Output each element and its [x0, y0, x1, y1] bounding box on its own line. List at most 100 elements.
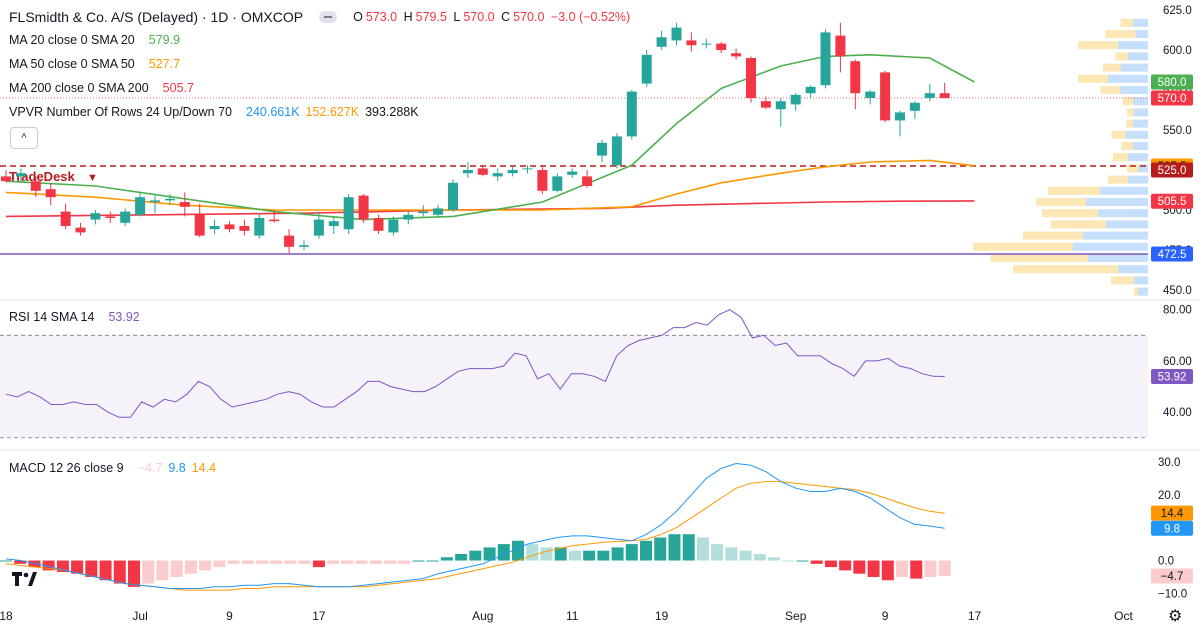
time-tick-label: Aug	[472, 609, 493, 623]
symbol-title[interactable]: FLSmidth & Co. A/S (Delayed) · 1D · OMXC…	[9, 9, 304, 25]
candle-body	[939, 93, 950, 98]
candle-body	[597, 142, 607, 156]
macd-hist-bar	[113, 560, 126, 584]
macd-hist-bar	[768, 557, 781, 561]
macd-value-label: 9.8	[1164, 523, 1180, 535]
candle-body	[507, 170, 518, 174]
macd-hist-bar	[796, 560, 809, 562]
vpvr-down-bar	[1051, 220, 1106, 229]
macd-hist-bar	[142, 560, 155, 584]
candle-body	[313, 219, 324, 236]
macd-hist-bar	[56, 560, 69, 573]
vpvr-down-bar	[1127, 164, 1138, 173]
time-tick-label: 17	[312, 609, 326, 623]
vpvr-up-bar	[1083, 231, 1148, 240]
candle-body	[462, 170, 473, 174]
candle-body	[254, 218, 265, 236]
time-tick-label: Sep	[785, 609, 807, 623]
vpvr-down-bar	[1121, 142, 1133, 150]
macd-hist-bar	[42, 560, 55, 571]
candle-body	[835, 35, 846, 57]
candle-body	[105, 216, 116, 218]
ma200-legend[interactable]: MA 200 close 0 SMA 200 505.7	[9, 81, 194, 95]
vpvr-down-bar	[1113, 153, 1128, 162]
macd-hist-bar	[497, 544, 510, 561]
tradingview-logo-icon[interactable]	[11, 570, 41, 590]
candle-body	[60, 211, 71, 226]
candle-body	[239, 226, 250, 231]
vpvr-down-bar	[1078, 74, 1108, 83]
macd-hist-bar	[483, 547, 496, 561]
time-tick-label: Jul	[132, 609, 147, 623]
macd-hist-bar	[71, 560, 84, 574]
vpvr-up-bar	[1100, 186, 1148, 195]
vpvr-up-bar	[1098, 209, 1148, 218]
vpvr-down-bar	[1100, 86, 1121, 94]
macd-hist-bar	[540, 547, 553, 561]
vpvr-up-bar	[1128, 175, 1148, 184]
candle-body	[760, 101, 771, 108]
macd-hist-bar	[739, 550, 752, 561]
candle-body	[150, 200, 160, 202]
candle-body	[299, 245, 309, 247]
macd-legend[interactable]: MACD 12 26 close 9 −4.7 9.8 14.4	[9, 461, 217, 475]
rsi-tick-label: 40.00	[1163, 407, 1192, 419]
ma50-legend[interactable]: MA 50 close 0 SMA 50 527.7	[9, 57, 181, 71]
vpvr-up-bar	[1106, 220, 1148, 229]
macd-hist-bar	[711, 544, 724, 561]
time-tick-label: 11	[566, 609, 579, 623]
macd-value-tag	[1151, 505, 1193, 521]
candle-body	[909, 102, 920, 111]
candle-body	[477, 168, 488, 175]
chart-header: FLSmidth & Co. A/S (Delayed) · 1D · OMXC…	[9, 9, 633, 25]
vpvr-up-bar	[1133, 18, 1148, 27]
vpvr-up-bar	[1138, 287, 1148, 296]
price-tag-label: 472.5	[1158, 249, 1187, 261]
macd-hist-bar	[426, 560, 439, 562]
collapse-legend-button[interactable]: ^	[10, 127, 38, 149]
vpvr-down-bar	[1023, 231, 1083, 240]
rsi-value-label: 53.92	[1158, 371, 1187, 383]
macd-tick-label: 30.0	[1158, 457, 1180, 469]
vpvr-down-bar	[1105, 30, 1136, 38]
ma20-legend[interactable]: MA 20 close 0 SMA 20 579.9	[9, 33, 181, 47]
candle-body	[75, 227, 86, 233]
vpvr-down-bar	[1108, 175, 1128, 184]
macd-hist-bar	[853, 560, 866, 574]
macd-value-tag	[1151, 568, 1193, 584]
candle-body	[656, 37, 667, 47]
gear-icon[interactable]: ⚙	[1168, 608, 1183, 625]
candle-body	[686, 40, 697, 46]
visibility-eye-icon[interactable]	[319, 11, 338, 23]
vpvr-up-bar	[1088, 254, 1148, 262]
vpvr-up-bar	[1086, 198, 1148, 206]
macd-value-tag	[1151, 520, 1193, 536]
candle-body	[224, 224, 235, 230]
macd-tick-label: 0.0	[1158, 556, 1174, 568]
rsi-tick-label: 60.00	[1163, 356, 1192, 368]
candle-body	[850, 61, 861, 94]
candle-body	[492, 173, 503, 177]
macd-value-label: −4.7	[1161, 571, 1184, 583]
macd-hist-bar	[597, 550, 610, 561]
candle-body	[90, 213, 101, 220]
vpvr-legend[interactable]: VPVR Number Of Rows 24 Up/Down 70 240.66…	[9, 105, 419, 119]
price-tag	[1151, 193, 1193, 209]
candle-body	[30, 181, 41, 191]
vpvr-up-bar	[1138, 164, 1148, 173]
macd-hist-bar	[327, 560, 340, 564]
macd-hist-bar	[455, 553, 468, 561]
vpvr-down-bar	[1115, 52, 1128, 61]
vpvr-down-bar	[1123, 97, 1133, 106]
rsi-band	[0, 335, 1148, 438]
macd-hist-bar	[512, 540, 525, 561]
vpvr-up-bar	[1135, 30, 1148, 38]
macd-hist-bar	[440, 557, 453, 561]
time-tick-label: 9	[226, 609, 233, 623]
vpvr-up-bar	[1133, 142, 1148, 150]
macd-hist-bar	[170, 560, 183, 577]
macd-hist-bar	[227, 560, 240, 564]
time-tick-label: Oct	[1114, 609, 1133, 623]
rsi-legend[interactable]: RSI 14 SMA 14 53.92	[9, 310, 140, 324]
